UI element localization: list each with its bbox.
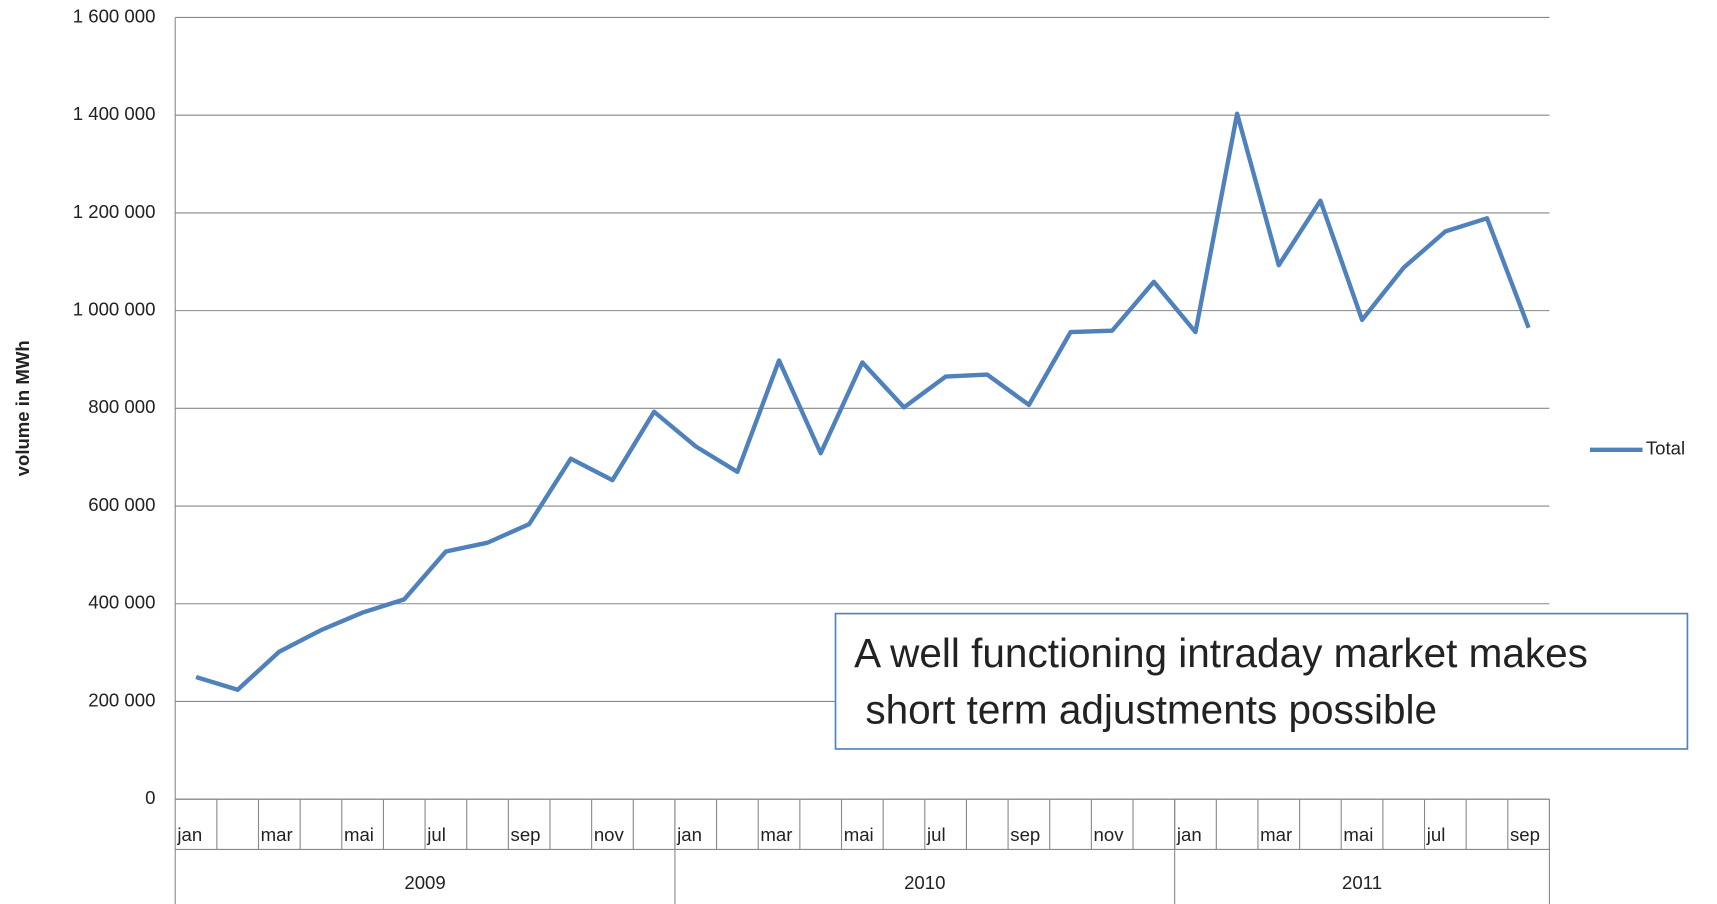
x-tick-label: mai bbox=[1343, 824, 1373, 845]
x-tick-label: mar bbox=[1260, 824, 1292, 845]
x-tick-label: sep bbox=[1510, 824, 1540, 845]
y-tick-label: 1 200 000 bbox=[73, 201, 156, 222]
y-tick-label: 400 000 bbox=[88, 592, 155, 613]
annotation-text: A well functioning intraday market makes bbox=[854, 630, 1588, 676]
x-tick-label: sep bbox=[511, 824, 541, 845]
data-line bbox=[195, 111, 1531, 692]
x-tick-label: mar bbox=[760, 824, 792, 845]
y-tick-label: 1 600 000 bbox=[73, 5, 156, 26]
year-label: 2010 bbox=[904, 872, 945, 893]
x-tick-label: jul bbox=[1426, 824, 1446, 845]
x-tick-label: jul bbox=[926, 824, 946, 845]
x-tick-label: jan bbox=[676, 824, 702, 845]
y-tick-label: 1 400 000 bbox=[73, 103, 156, 124]
y-tick-label: 200 000 bbox=[88, 689, 155, 710]
x-tick-label: nov bbox=[594, 824, 625, 845]
year-label: 2009 bbox=[404, 872, 445, 893]
y-tick-label: 0 bbox=[145, 787, 155, 808]
y-axis-label: volume in MWh bbox=[12, 340, 33, 476]
annotation-text: short term adjustments possible bbox=[854, 687, 1437, 733]
legend-label: Total bbox=[1646, 438, 1685, 459]
x-tick-label: sep bbox=[1010, 824, 1040, 845]
x-tick-label: mai bbox=[844, 824, 874, 845]
x-tick-label: nov bbox=[1094, 824, 1125, 845]
y-tick-label: 1 000 000 bbox=[73, 299, 156, 320]
year-label: 2011 bbox=[1342, 872, 1382, 893]
x-tick-label: jan bbox=[176, 824, 202, 845]
annotation-box bbox=[834, 612, 1689, 750]
x-tick-label: mar bbox=[261, 824, 293, 845]
y-tick-label: 800 000 bbox=[88, 396, 155, 417]
x-tick-label: jul bbox=[426, 824, 446, 845]
x-tick-label: mai bbox=[344, 824, 374, 845]
y-tick-label: 600 000 bbox=[88, 494, 155, 515]
x-tick-label: jan bbox=[1176, 824, 1202, 845]
